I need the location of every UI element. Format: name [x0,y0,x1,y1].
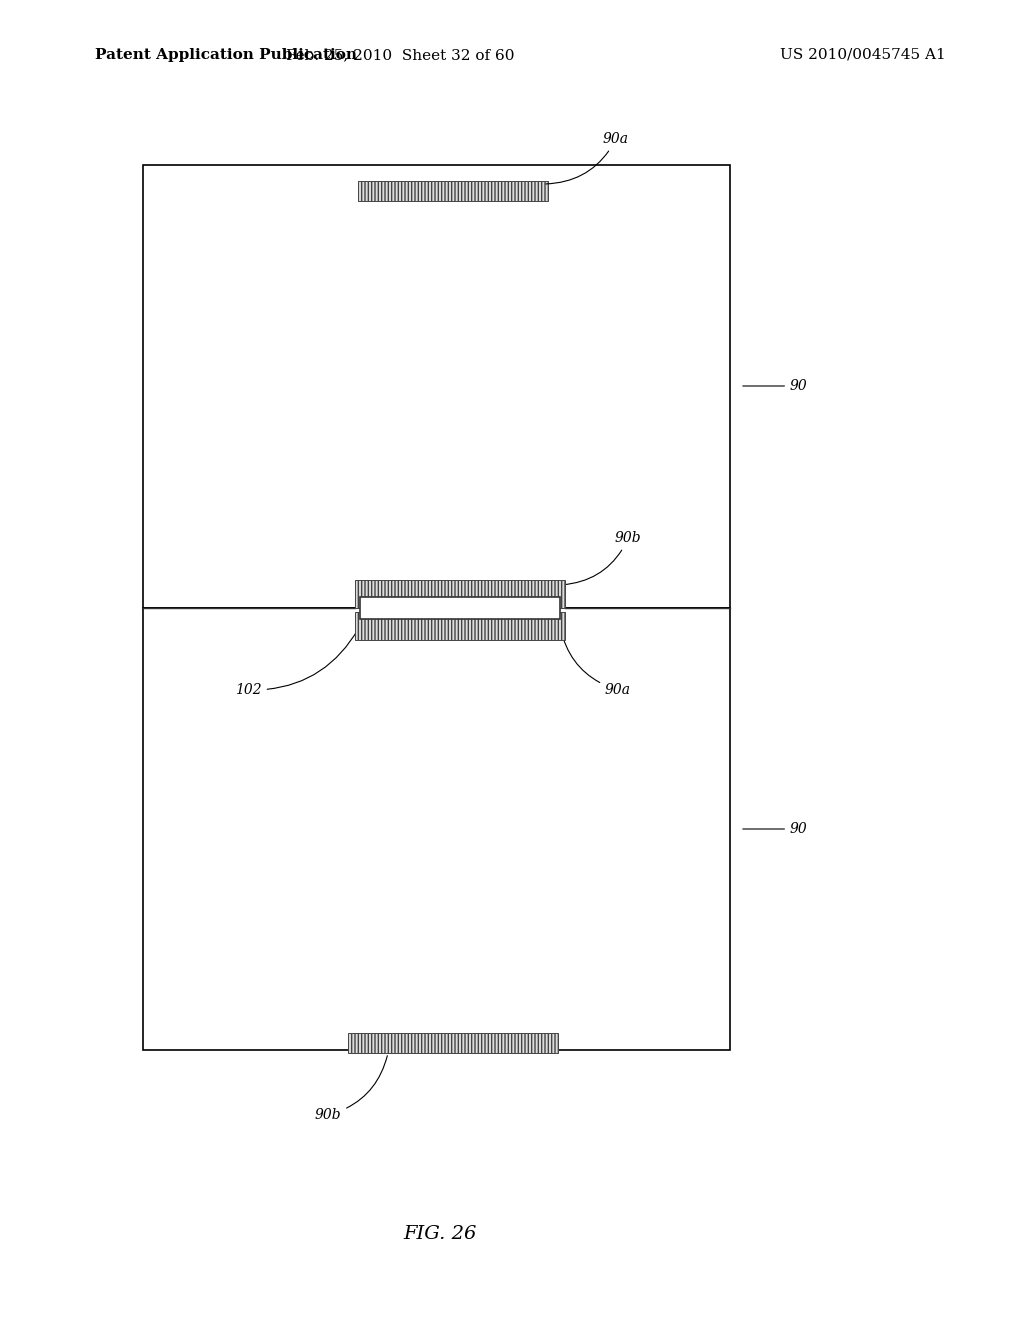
Text: Feb. 25, 2010  Sheet 32 of 60: Feb. 25, 2010 Sheet 32 of 60 [286,48,514,62]
Text: FIG. 26: FIG. 26 [403,1225,477,1243]
Bar [355,579,565,609]
Bar [143,609,730,1049]
Text: 90a: 90a [560,628,631,697]
Text: 90: 90 [742,379,808,393]
Text: 102: 102 [234,628,358,697]
Text: US 2010/0045745 A1: US 2010/0045745 A1 [780,48,946,62]
Text: 90: 90 [742,822,808,836]
Text: 90a: 90a [546,132,629,183]
Bar [360,597,560,619]
Bar [355,612,565,640]
Text: 90b: 90b [314,1056,387,1122]
Bar [358,181,548,201]
Text: 90b: 90b [563,531,642,585]
Text: Patent Application Publication: Patent Application Publication [95,48,357,62]
Bar [348,1034,558,1053]
Bar [143,165,730,609]
